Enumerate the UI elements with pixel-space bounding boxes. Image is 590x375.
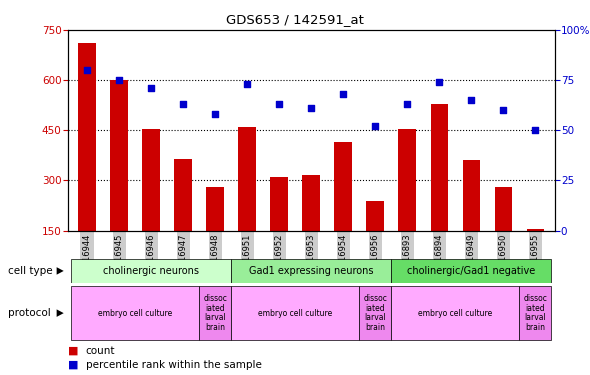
Bar [270,177,288,231]
Text: embryo cell culture: embryo cell culture [418,309,493,318]
FancyBboxPatch shape [199,286,231,340]
Text: ■: ■ [68,346,78,355]
Bar [335,142,352,231]
Bar [174,159,192,231]
Text: percentile rank within the sample: percentile rank within the sample [86,360,261,370]
Text: embryo cell culture: embryo cell culture [98,309,172,318]
Bar [398,129,416,231]
Text: dissoc
iated
larval
brain: dissoc iated larval brain [203,294,227,332]
Bar [110,80,128,231]
Text: ■ percentile rank within the sample: ■ percentile rank within the sample [0,374,1,375]
FancyBboxPatch shape [231,259,391,283]
FancyBboxPatch shape [391,286,519,340]
FancyBboxPatch shape [519,286,552,340]
Bar [494,187,512,231]
Bar [366,201,384,231]
Text: ■: ■ [68,360,78,370]
Point [242,81,252,87]
Point [371,123,380,129]
Point [178,101,188,107]
Point [467,97,476,103]
Polygon shape [57,309,64,317]
Text: GDS653 / 142591_at: GDS653 / 142591_at [226,13,364,26]
Point [530,128,540,134]
Text: Gad1 expressing neurons: Gad1 expressing neurons [249,266,373,276]
Polygon shape [57,267,64,274]
Text: dissoc
iated
larval
brain: dissoc iated larval brain [363,294,387,332]
Bar [142,129,160,231]
Point [499,107,508,113]
Point [274,101,284,107]
Bar [206,187,224,231]
FancyBboxPatch shape [391,259,552,283]
Text: cell type: cell type [8,266,53,276]
Point [83,67,92,73]
Bar [238,127,256,231]
Point [114,77,124,83]
Point [339,91,348,97]
Point [211,111,220,117]
Bar [303,176,320,231]
FancyBboxPatch shape [71,286,199,340]
FancyBboxPatch shape [231,286,359,340]
Bar [431,104,448,231]
Bar [527,229,544,231]
Point [307,105,316,111]
Bar [463,160,480,231]
FancyBboxPatch shape [71,259,231,283]
Point [402,101,412,107]
Text: dissoc
iated
larval
brain: dissoc iated larval brain [523,294,548,332]
Point [146,85,156,91]
Text: count: count [86,346,115,355]
Text: protocol: protocol [8,308,50,318]
Text: cholinergic/Gad1 negative: cholinergic/Gad1 negative [407,266,536,276]
Bar [78,44,96,231]
Text: embryo cell culture: embryo cell culture [258,309,332,318]
Text: ■ count: ■ count [0,374,1,375]
FancyBboxPatch shape [359,286,391,340]
Point [435,79,444,85]
Text: cholinergic neurons: cholinergic neurons [103,266,199,276]
